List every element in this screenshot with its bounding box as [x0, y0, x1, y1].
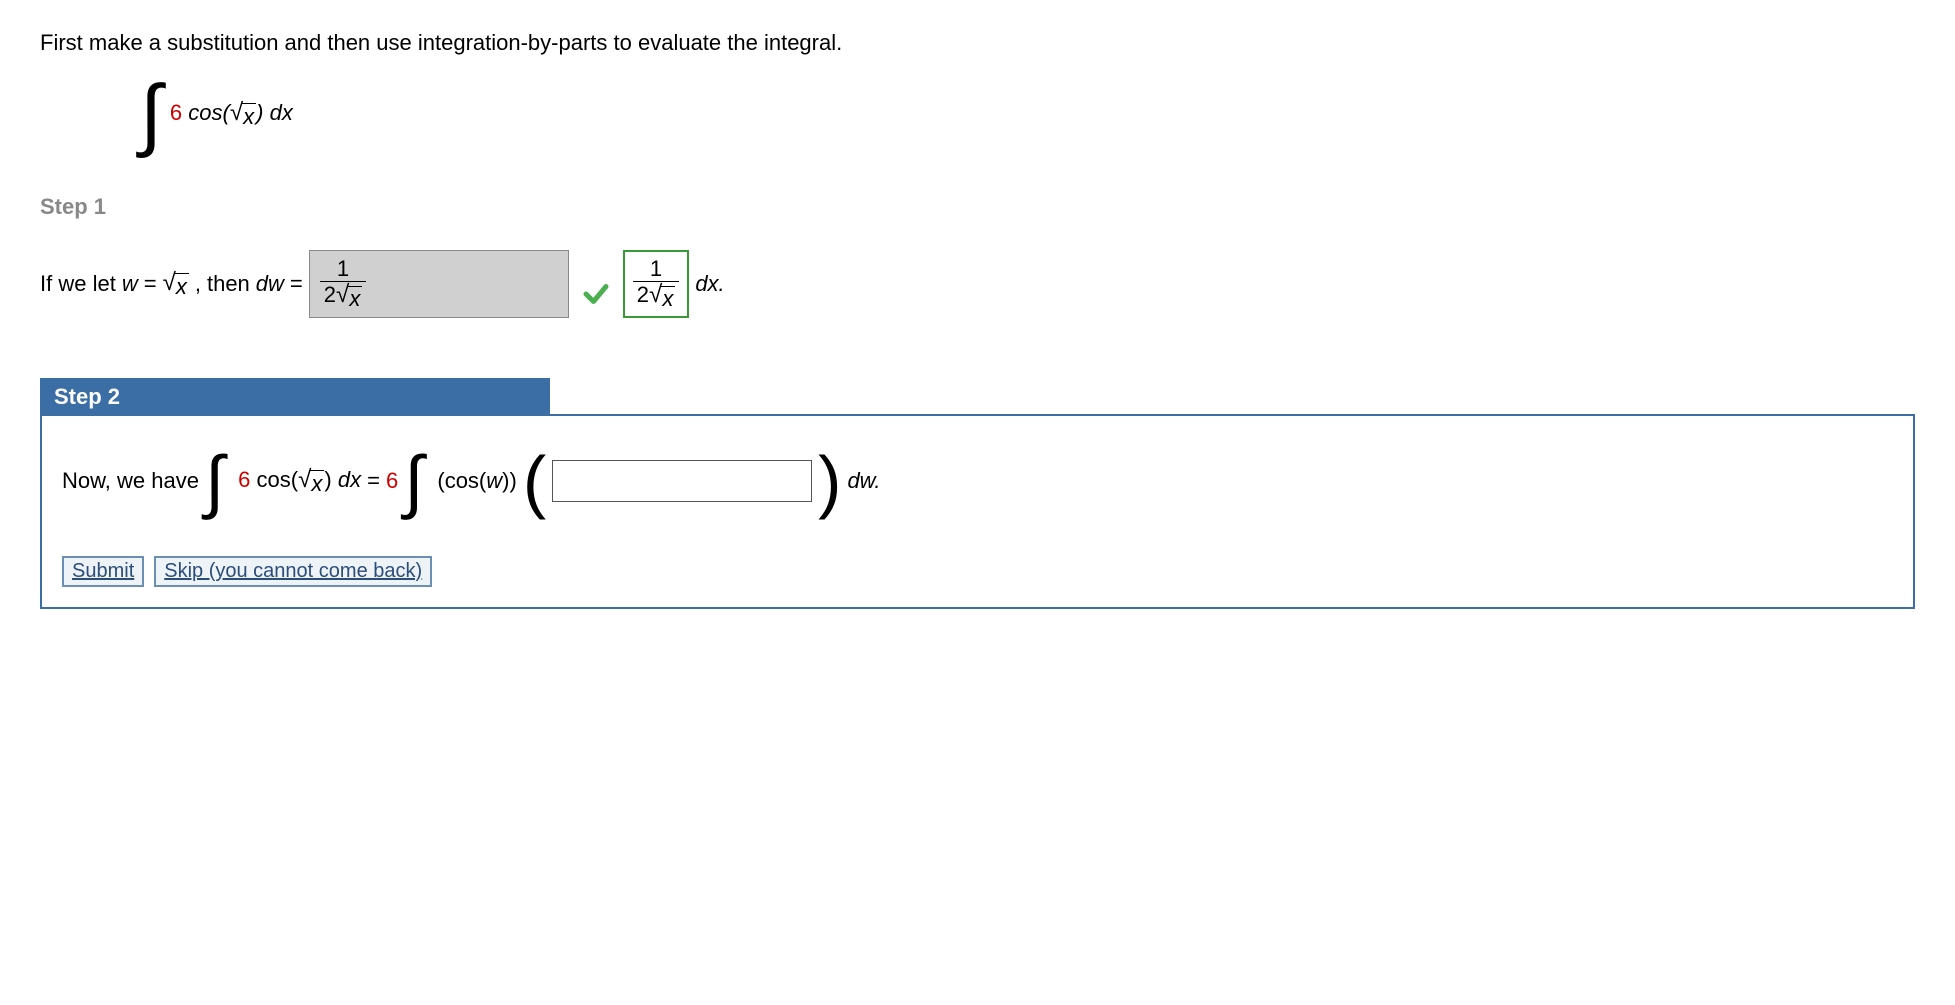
main-integral: ∫ 6 cos(√x) dx	[140, 74, 1915, 154]
check-icon	[581, 279, 611, 318]
eq-step2: =	[367, 468, 380, 494]
step1-content: If we let w = √x, then dw = 1 2√x 1 2√x …	[40, 250, 1915, 318]
dx-2: dx	[338, 467, 361, 492]
step1-text-a: If we let	[40, 271, 116, 297]
then-text: then	[207, 271, 250, 297]
ua-den: 2√x	[320, 281, 367, 311]
cosw-open: (cos(	[437, 468, 486, 493]
ua-num: 1	[333, 257, 353, 281]
dx: dx	[270, 100, 293, 125]
coefficient: 6	[170, 100, 182, 125]
dx-suffix: dx.	[695, 271, 724, 297]
integral-sign-2a: ∫	[205, 446, 224, 516]
w-var: w	[122, 271, 138, 297]
problem-prompt: First make a substitution and then use i…	[40, 30, 1915, 56]
step2-answer-input[interactable]	[552, 460, 812, 502]
user-answer-frac: 1 2√x	[320, 257, 367, 311]
ca-den: 2√x	[633, 281, 680, 311]
sqrt-x-2: √x	[298, 466, 324, 497]
dw-suffix: dw.	[847, 468, 880, 494]
step2-box: Now, we have ∫ 6 cos(√x) dx = 6 ∫ (cos(w…	[40, 414, 1915, 609]
cos-close: )	[256, 100, 263, 125]
skip-button[interactable]: Skip (you cannot come back)	[154, 556, 432, 587]
ca-den-pre: 2	[637, 282, 649, 307]
step1-heading: Step 1	[40, 194, 1915, 220]
submit-button[interactable]: Submit	[62, 556, 144, 587]
dw-var: dw	[256, 271, 284, 297]
cos-open: cos(	[188, 100, 230, 125]
step2-text-a: Now, we have	[62, 468, 199, 494]
correct-answer-frac: 1 2√x	[633, 257, 680, 311]
cosw-close: ))	[502, 468, 517, 493]
step2-heading: Step 2	[40, 378, 550, 416]
eq2: =	[290, 271, 303, 297]
sqrt-x-sub: √x	[163, 269, 189, 300]
rparen: )	[818, 446, 841, 516]
coef-rhs: 6	[386, 468, 398, 494]
sqrt-x: √x	[230, 99, 256, 130]
integral-sign: ∫	[140, 74, 162, 154]
coef-lhs: 6	[238, 467, 250, 492]
integral-sign-2b: ∫	[404, 446, 423, 516]
eq1: =	[144, 271, 157, 297]
cos-open-2: cos(	[257, 467, 299, 492]
correct-answer-box: 1 2√x	[623, 250, 690, 318]
ca-num: 1	[646, 257, 666, 281]
w-var-2: w	[486, 468, 502, 493]
button-row: Submit Skip (you cannot come back)	[62, 556, 1893, 587]
user-answer-box[interactable]: 1 2√x	[309, 250, 569, 318]
comma: ,	[195, 271, 201, 297]
lparen: (	[523, 446, 546, 516]
ua-den-pre: 2	[324, 282, 336, 307]
step2-content: Now, we have ∫ 6 cos(√x) dx = 6 ∫ (cos(w…	[62, 446, 1893, 516]
step2-container: Step 2 Now, we have ∫ 6 cos(√x) dx = 6 ∫…	[40, 378, 1915, 609]
cos-close-2: )	[324, 467, 331, 492]
